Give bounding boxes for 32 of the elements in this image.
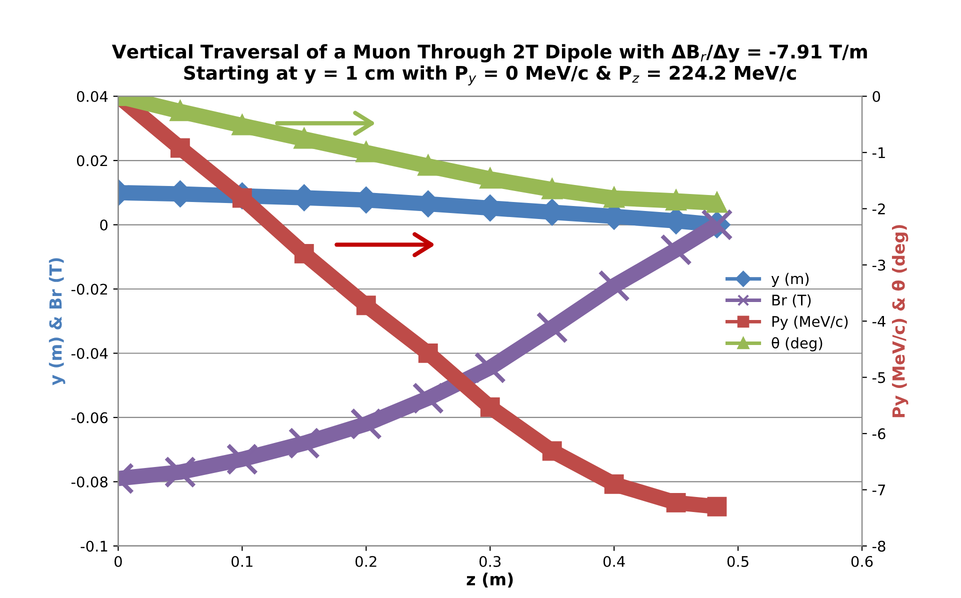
legend-label: Br (T) <box>772 294 811 308</box>
y-tick-label: -0.06 <box>71 412 108 424</box>
y2-tick-label: -2 <box>872 203 885 214</box>
y2-tick-label: -6 <box>872 428 886 440</box>
legend-label: θ (deg) <box>772 337 822 352</box>
y-tick-label: 0.04 <box>76 90 108 102</box>
y-tick-label: 0 <box>100 219 108 231</box>
legend-label: Py (MeV/c) <box>772 316 848 330</box>
x-tick-label: 0.4 <box>603 556 625 567</box>
y-tick-label: 0.02 <box>76 155 108 166</box>
y2-tick-label: -7 <box>872 484 886 496</box>
y2-tick-label: -3 <box>872 260 886 271</box>
y-tick-label: -0.04 <box>71 348 108 359</box>
chart-title: Vertical Traversal of a Muon Through 2T Dipole with ΔB$_{r}$/Δy = -7.91 T/m Starting at y = 1 cm with P$_{y}$ = 0 MeV/c & P$_{z}$ = 224.2 MeV/c <box>112 44 867 86</box>
y-tick-label: -0.1 <box>80 540 108 552</box>
y2-tick-label: -5 <box>872 372 886 384</box>
y2-tick-label: -1 <box>872 147 885 158</box>
y-axis-title: y (m) & Br (T) <box>48 258 66 386</box>
x-tick-label: 0.1 <box>232 556 252 567</box>
x-axis-title: z (m) <box>466 572 513 588</box>
y2-axis-title: Py (MeV/c) & θ (deg) <box>892 225 908 418</box>
x-tick-label: 0.6 <box>851 556 873 567</box>
legend-label: y (m) <box>771 272 809 288</box>
y2-tick-label: -4 <box>872 316 886 327</box>
y2-tick-label: 0 <box>872 90 880 102</box>
x-tick-label: 0.2 <box>356 556 376 567</box>
x-tick-label: 0.3 <box>479 556 501 567</box>
x-tick-label: 0 <box>114 556 122 567</box>
y-tick-label: -0.08 <box>71 476 108 488</box>
y-tick-label: -0.02 <box>71 284 108 295</box>
x-tick-label: 0.5 <box>727 556 748 567</box>
y2-tick-label: -8 <box>872 540 886 552</box>
